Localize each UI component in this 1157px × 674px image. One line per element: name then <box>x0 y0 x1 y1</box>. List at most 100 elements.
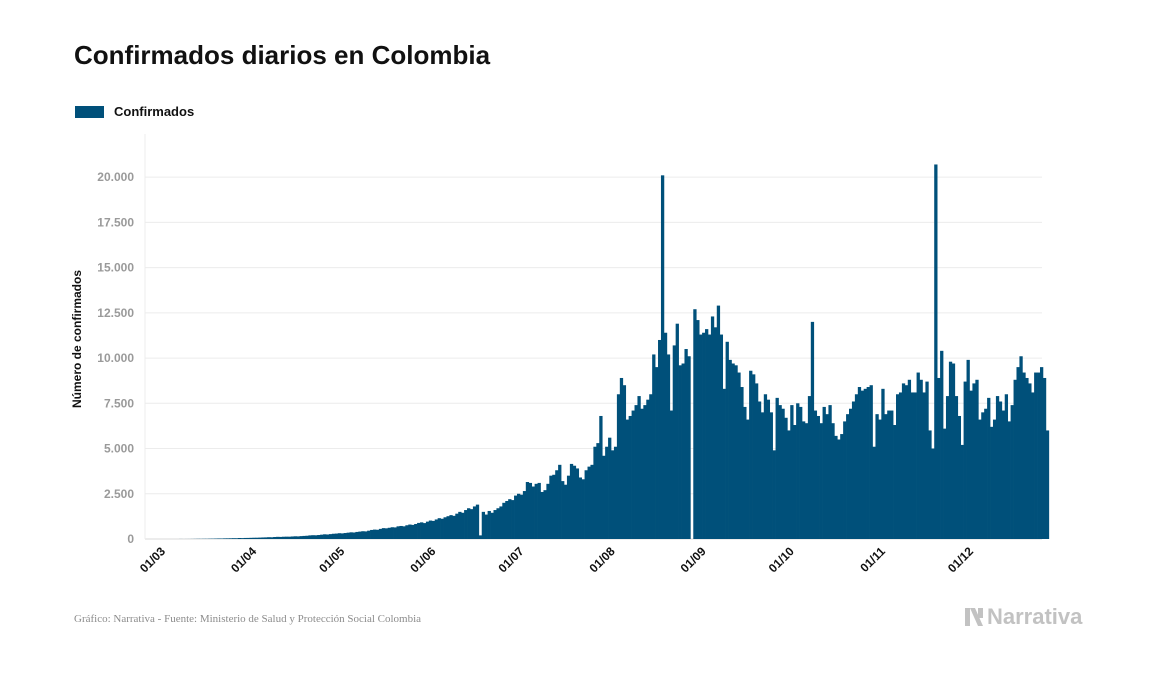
bar <box>281 536 286 539</box>
bar <box>1013 379 1017 539</box>
bar <box>396 526 400 539</box>
bar <box>687 356 691 539</box>
bar <box>258 537 262 539</box>
bar <box>411 524 415 539</box>
bar <box>957 415 962 539</box>
bar <box>807 396 812 539</box>
bar <box>308 535 312 539</box>
bar <box>349 532 353 539</box>
bar <box>220 538 224 539</box>
bar <box>561 481 565 539</box>
bar <box>440 518 444 539</box>
bar <box>611 450 615 539</box>
bar <box>978 419 982 539</box>
bar <box>367 530 371 539</box>
bar <box>737 372 741 539</box>
bar <box>881 388 885 539</box>
bar <box>599 415 603 539</box>
bar <box>681 363 685 539</box>
bar <box>519 494 524 539</box>
bar <box>878 419 882 539</box>
bar <box>705 329 709 539</box>
bar <box>672 345 676 539</box>
bar <box>663 332 668 539</box>
bar <box>414 523 418 539</box>
bar <box>1045 430 1050 539</box>
bar <box>754 383 759 539</box>
bar <box>496 508 500 539</box>
bar <box>343 533 347 539</box>
bar <box>443 517 447 539</box>
bar <box>458 511 462 539</box>
legend-swatch <box>75 105 104 118</box>
bar <box>490 512 494 539</box>
bars-layer <box>179 164 1050 539</box>
bar <box>393 527 397 539</box>
bar <box>608 437 612 539</box>
bar <box>722 388 726 539</box>
bar <box>1037 372 1041 539</box>
bar <box>799 406 803 539</box>
bar <box>446 516 450 539</box>
bar <box>640 408 644 539</box>
bar <box>223 538 227 539</box>
bar <box>408 524 412 539</box>
bar <box>1016 367 1020 539</box>
bar <box>813 410 818 539</box>
bar <box>775 397 779 539</box>
bar <box>760 412 765 539</box>
bar <box>229 538 233 539</box>
bar <box>525 482 530 539</box>
bar <box>252 537 256 539</box>
bar <box>237 538 242 539</box>
bar <box>990 426 994 539</box>
bar <box>305 535 309 539</box>
bar <box>834 435 838 539</box>
bar <box>217 538 221 539</box>
bar <box>1010 405 1014 539</box>
bar <box>361 531 365 539</box>
bar <box>505 501 509 539</box>
bar <box>499 506 503 539</box>
bar <box>522 491 527 539</box>
bar <box>790 405 794 539</box>
bar <box>658 339 662 539</box>
bar <box>925 381 929 539</box>
bar <box>863 388 867 539</box>
y-tick-label: 17.500 <box>97 215 134 229</box>
bar <box>851 401 856 539</box>
bar <box>896 394 900 539</box>
bar <box>843 421 847 539</box>
y-tick-label: 10.000 <box>97 351 134 365</box>
bar <box>375 529 380 539</box>
bar <box>378 528 383 539</box>
bar <box>684 349 688 539</box>
bar <box>246 537 250 539</box>
x-tick-labels: 01/03 01/04 01/05 01/06 01/07 01/08 01/09 01/10… <box>137 544 976 575</box>
bar <box>558 464 562 539</box>
bar <box>693 309 697 539</box>
narrativa-logo-icon <box>965 608 983 626</box>
bar <box>370 529 374 539</box>
bar <box>543 490 547 539</box>
bar <box>287 536 292 539</box>
bar <box>1004 394 1009 539</box>
bar <box>422 523 427 539</box>
bar <box>901 383 906 539</box>
bar <box>772 450 776 539</box>
bar <box>872 446 876 539</box>
bar <box>584 470 588 539</box>
bar <box>875 414 879 539</box>
bar <box>1028 383 1032 539</box>
bar <box>625 419 629 539</box>
bar <box>516 493 521 539</box>
bar <box>243 537 248 539</box>
brand-name: Narrativa <box>987 604 1083 629</box>
bar <box>528 482 533 539</box>
bar <box>605 446 609 539</box>
bar <box>837 439 841 539</box>
bar <box>922 392 926 539</box>
bar <box>951 363 956 539</box>
bar <box>846 414 850 539</box>
